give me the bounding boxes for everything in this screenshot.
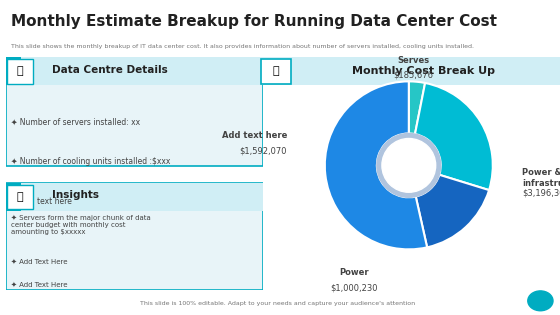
Text: Add text here: Add text here [222, 131, 287, 140]
Circle shape [377, 134, 441, 197]
FancyBboxPatch shape [6, 183, 263, 210]
Text: ✦ Add Text Here: ✦ Add Text Here [11, 259, 67, 265]
Wedge shape [325, 81, 427, 249]
Text: Serves: Serves [397, 56, 429, 65]
Circle shape [382, 139, 436, 192]
Text: 👤: 👤 [16, 192, 23, 202]
Text: 🏢: 🏢 [16, 66, 23, 76]
Text: $1,592,070: $1,592,070 [240, 146, 287, 156]
FancyBboxPatch shape [6, 183, 263, 290]
Text: This slide shows the monthly breakup of IT data center cost. It also provides in: This slide shows the monthly breakup of … [11, 44, 474, 49]
Wedge shape [409, 81, 425, 134]
FancyBboxPatch shape [258, 57, 560, 85]
FancyBboxPatch shape [7, 185, 32, 209]
Text: Power: Power [339, 268, 369, 278]
Circle shape [528, 291, 553, 311]
Text: 🔄: 🔄 [272, 66, 279, 76]
Text: ✦ Servers form the major chunk of data
center budget with monthly cost
amounting: ✦ Servers form the major chunk of data c… [11, 214, 151, 235]
Text: Data Centre Details: Data Centre Details [52, 65, 167, 75]
FancyBboxPatch shape [7, 59, 32, 83]
Wedge shape [416, 175, 489, 247]
Text: Monthly Cost Break Up: Monthly Cost Break Up [352, 66, 496, 76]
FancyBboxPatch shape [260, 59, 291, 83]
Text: $185,676: $185,676 [393, 71, 433, 80]
Text: ✦ Add Text Here: ✦ Add Text Here [11, 282, 67, 288]
Text: $1,000,230: $1,000,230 [330, 284, 378, 293]
Wedge shape [415, 83, 493, 190]
Text: ✦ Number of cooling units installed :$xxx: ✦ Number of cooling units installed :$xx… [11, 157, 170, 166]
Text: ✦ Add text here: ✦ Add text here [11, 197, 72, 206]
Bar [6, 57, 21, 85]
Text: Power & cooling
infrastructure: Power & cooling infrastructure [522, 168, 560, 188]
Text: $3,196,306: $3,196,306 [522, 189, 560, 198]
Text: This slide is 100% editable. Adapt to your needs and capture your audience's att: This slide is 100% editable. Adapt to yo… [139, 301, 415, 306]
Text: Insights: Insights [52, 190, 99, 200]
FancyBboxPatch shape [6, 57, 263, 85]
FancyBboxPatch shape [6, 57, 263, 166]
Text: ✦ Number of servers installed: xx: ✦ Number of servers installed: xx [11, 117, 140, 126]
Bar [6, 183, 21, 210]
Text: Monthly Estimate Breakup for Running Data Center Cost: Monthly Estimate Breakup for Running Dat… [11, 14, 497, 29]
